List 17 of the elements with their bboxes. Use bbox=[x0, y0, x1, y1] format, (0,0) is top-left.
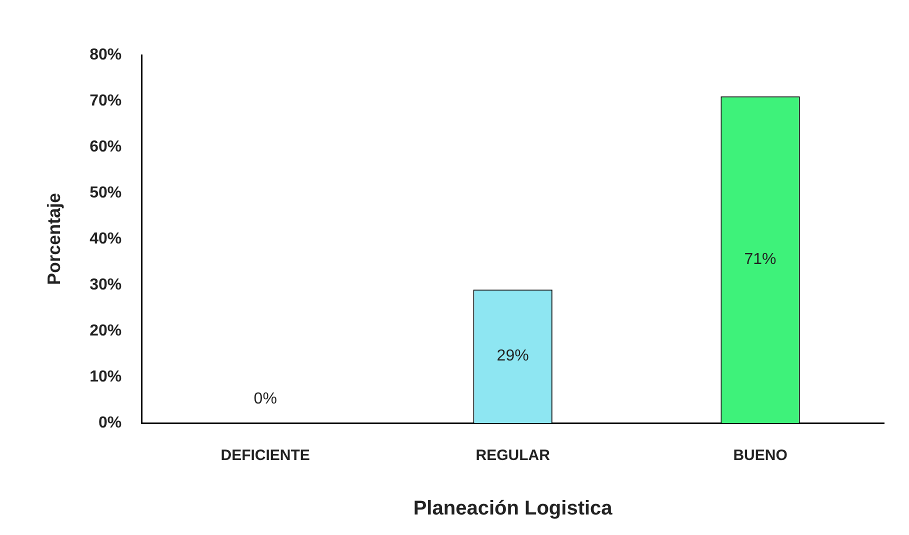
x-tick-label: REGULAR bbox=[476, 447, 550, 464]
y-tick-label: 40% bbox=[90, 230, 122, 248]
y-axis-title: Porcentaje bbox=[44, 192, 64, 286]
y-tick-label: 70% bbox=[90, 92, 122, 110]
x-tick-label: DEFICIENTE bbox=[220, 447, 310, 464]
y-tick-label: 50% bbox=[90, 184, 122, 202]
y-tick-label: 20% bbox=[90, 322, 122, 340]
data-label: 0% bbox=[254, 390, 277, 408]
y-tick-label: 0% bbox=[98, 414, 122, 432]
y-tick-label: 30% bbox=[90, 276, 122, 294]
data-label: 71% bbox=[744, 251, 776, 268]
x-axis-title: Planeación Logistica bbox=[413, 498, 614, 520]
y-tick-label: 60% bbox=[90, 138, 122, 156]
data-label: 29% bbox=[496, 348, 529, 365]
y-tick-label: 80% bbox=[90, 46, 122, 64]
x-tick-label: BUENO bbox=[733, 447, 788, 464]
y-tick-label: 10% bbox=[90, 368, 122, 386]
